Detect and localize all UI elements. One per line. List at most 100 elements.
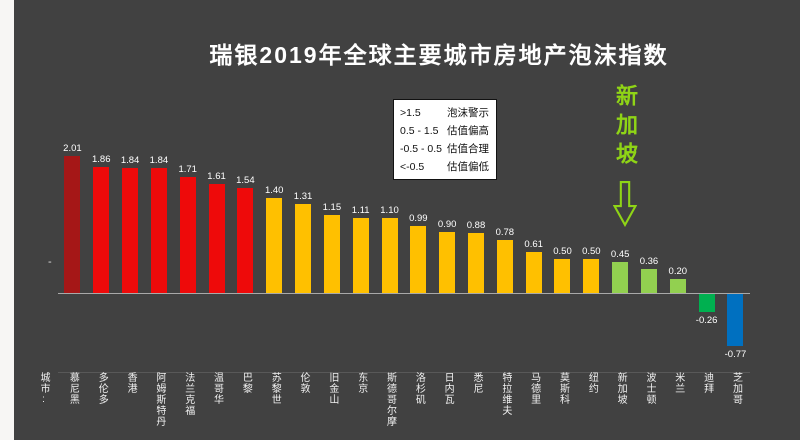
x-axis-label: 日内瓦 (442, 372, 454, 405)
bar-value-label: 1.84 (120, 154, 140, 166)
bar-slot: 0.50 (577, 148, 606, 380)
bar-value-label: 0.61 (524, 238, 543, 250)
bar-value-label: -0.77 (724, 349, 747, 361)
bar-slot: 1.54 (231, 148, 260, 380)
bar-slot: 1.11 (346, 148, 375, 380)
x-axis-label-slot: 莫斯科 (548, 372, 577, 438)
singapore-annotation: 新加坡 (604, 84, 646, 232)
x-axis-label-slot: 新加坡 (606, 372, 635, 438)
bar-value-label: 1.54 (236, 175, 255, 187)
x-axis-label-slot: 特拉维夫 (490, 372, 519, 438)
bar (150, 167, 167, 293)
bar-slot: 0.45 (606, 148, 635, 380)
bar (381, 218, 398, 293)
bar (64, 156, 81, 293)
bar-value-label: 1.10 (380, 205, 399, 217)
bar-value-label: 0.45 (610, 249, 630, 261)
bar (640, 268, 657, 293)
x-axis-label-slot: 东京 (346, 372, 375, 438)
x-axis-label: 特拉维夫 (499, 372, 511, 416)
bar-value-label: 1.71 (178, 163, 197, 175)
bar-value-label: 0.50 (553, 246, 572, 257)
bar-slot: 0.99 (404, 148, 433, 380)
bar-slot: -0.77 (721, 148, 750, 380)
bar-slot: 1.84 (144, 148, 173, 380)
legend-range: >1.5 (400, 107, 421, 119)
x-axis-label-slot: 阿姆斯特丹 (144, 372, 173, 438)
bar-value-label: 1.86 (91, 153, 111, 165)
down-arrow-icon (604, 181, 646, 232)
bar (410, 225, 427, 293)
x-axis-labels: 慕尼黑 多伦多 香港 阿姆斯特丹 法兰克福 温哥华 巴黎 苏黎世 伦敦 旧金山 东京 斯德哥尔摩 洛杉矶… (58, 372, 750, 438)
legend-row: <-0.5 估值偏低 (400, 158, 491, 176)
zero-axis-line (58, 293, 750, 294)
x-axis-label-slot: 法兰克福 (173, 372, 202, 438)
bar-slot: 0.90 (433, 148, 462, 380)
x-axis-label: 东京 (355, 372, 367, 394)
x-axis-label-slot: 洛杉矶 (404, 372, 433, 438)
x-axis-label-slot: 波士顿 (635, 372, 664, 438)
x-axis-label: 斯德哥尔摩 (384, 372, 396, 427)
bar-value-label: 1.84 (149, 154, 169, 166)
x-axis-label: 慕尼黑 (67, 372, 79, 405)
annotation-text: 新加坡 (613, 84, 638, 171)
legend-row: >1.5 泡沫警示 (400, 104, 491, 122)
x-axis-label: 迪拜 (701, 372, 713, 394)
x-axis-label: 巴黎 (240, 372, 252, 394)
legend-row: -0.5 - 0.5 估值合理 (400, 140, 491, 158)
bar-value-label: 0.78 (495, 226, 515, 238)
x-axis-label-slot: 迪拜 (692, 372, 721, 438)
bar (93, 166, 110, 293)
bar-value-label: 1.61 (207, 170, 226, 182)
bar-slot: 2.01 (58, 143, 87, 380)
chart-title: 瑞银2019年全球主要城市房地产泡沫指数 (209, 42, 669, 68)
bar-series: 2.01 1.86 1.84 1.84 1.71 1.61 1.54 1.40 1.31 1.15… (58, 143, 750, 380)
bar-value-label: 0.20 (668, 266, 688, 278)
bar-slot: 0.50 (548, 148, 577, 380)
x-axis-label: 法兰克福 (182, 372, 194, 416)
page-margin (0, 0, 14, 440)
bar-slot: 1.71 (173, 148, 202, 380)
bar-slot: 1.15 (317, 148, 346, 380)
bar-slot: 1.40 (260, 148, 289, 380)
x-axis-label: 芝加哥 (730, 372, 742, 405)
bar-slot: -0.26 (692, 148, 721, 380)
bar-value-label: 0.36 (639, 255, 659, 267)
x-axis-label: 旧金山 (326, 372, 338, 405)
x-axis-label-slot: 慕尼黑 (58, 372, 87, 438)
bar (554, 259, 571, 293)
bar-value-label: 0.88 (466, 220, 486, 232)
bar (468, 233, 484, 293)
bar (266, 197, 283, 293)
bar-slot: 1.31 (289, 148, 318, 380)
bar-value-label: 0.90 (437, 218, 457, 230)
x-axis-label: 伦敦 (298, 372, 310, 394)
x-axis-label: 阿姆斯特丹 (153, 372, 165, 427)
bar-value-label: -0.26 (695, 314, 718, 326)
legend-label: 估值偏低 (447, 161, 489, 173)
x-axis-prefix-label: 城市: (38, 372, 49, 406)
bar (496, 239, 513, 293)
legend-range: 0.5 - 1.5 (400, 125, 439, 137)
bar (698, 294, 715, 312)
bar (669, 279, 686, 293)
legend-label: 估值偏高 (447, 125, 489, 137)
x-axis-label: 莫斯科 (557, 372, 569, 405)
bar-slot: 1.61 (202, 148, 231, 380)
x-axis-label-slot: 马德里 (519, 372, 548, 438)
x-axis-label-slot: 多伦多 (87, 372, 116, 438)
x-axis-label: 悉尼 (471, 372, 482, 394)
bar-value-label: 1.31 (293, 190, 313, 202)
x-axis-label: 苏黎世 (269, 372, 281, 405)
x-axis-label-slot: 斯德哥尔摩 (375, 372, 404, 438)
bar-slot: 0.36 (635, 148, 664, 380)
legend-label: 泡沫警示 (447, 107, 489, 119)
bar-slot: 0.20 (663, 148, 692, 380)
x-axis-label-slot: 苏黎世 (260, 372, 289, 438)
x-axis-label: 温哥华 (211, 372, 223, 405)
bottom-grid-line (58, 372, 750, 373)
x-axis-label-slot: 巴黎 (231, 372, 260, 438)
x-axis-label-slot: 米兰 (663, 372, 692, 438)
x-axis-label: 多伦多 (96, 372, 108, 405)
